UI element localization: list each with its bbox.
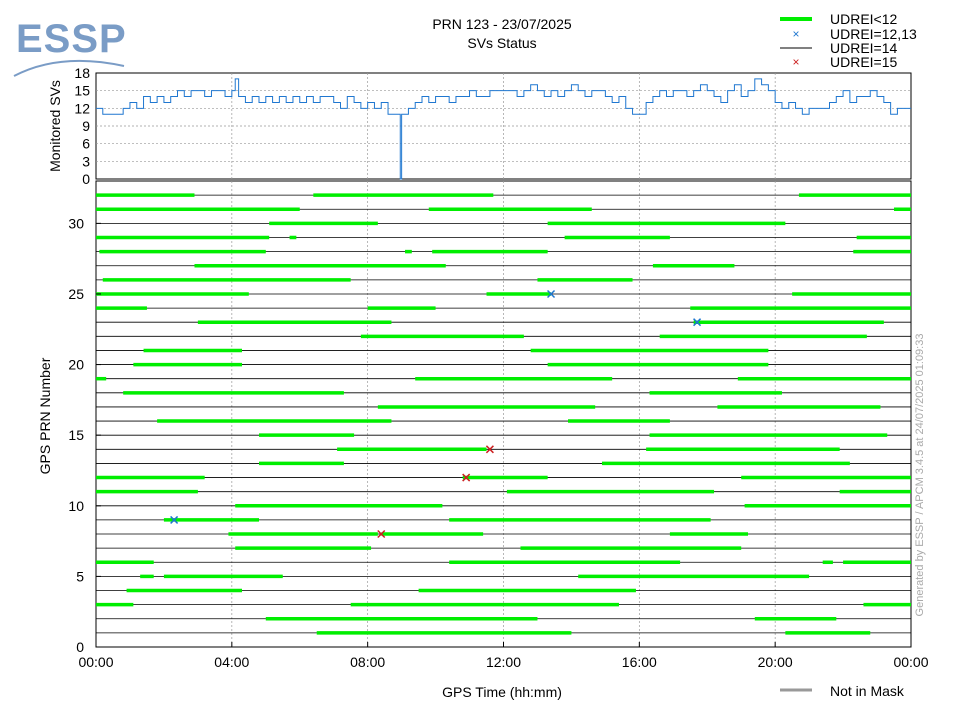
top-y-tick-label: 3 [82,153,90,169]
x-axis-label: GPS Time (hh:mm) [442,684,562,700]
chart-title: PRN 123 - 23/07/2025 [432,16,572,32]
logo-text: ESSP [16,17,127,61]
bottom-y-tick-label: 5 [76,568,84,584]
marker-stroke [462,473,471,482]
x-tick-label: 16:00 [622,654,657,670]
marker-stroke [693,318,702,327]
x-ticks: 00:00 04:00 08:00 12:00 16:00 20:00 00:00 [78,642,929,670]
logo-swoosh [13,59,125,77]
top-y-tick-label: 18 [74,65,90,81]
watermark: Generated by ESSP / APCM 3.4.5 at 24/07/… [914,334,926,617]
legend-udrei-14-label: UDREI=14 [830,40,898,56]
udrei-15-marker [462,473,471,482]
udrei-12-13-marker [547,289,556,299]
bottom-y-axis-label: GPS PRN Number [37,357,53,474]
bottom-y-tick-label: 0 [76,639,84,655]
top-y-tick-label: 6 [82,136,90,152]
x-tick-label: 08:00 [350,654,385,670]
top-y-axis-label: Monitored SVs [47,80,63,172]
udrei-12-13-marker [170,515,179,524]
udrei-12-13-marker [693,318,702,327]
bottom-y-tick-label: 10 [68,498,84,514]
essp-logo: ESSP [13,17,127,77]
prn-status-panel: 0 5 10 15 20 25 30 00:00 04:00 08:00 12:00 16:00 20… [37,180,929,700]
top-y-tick-label: 0 [82,171,90,187]
prn-segments [96,193,911,635]
x-tick-label: 12:00 [486,654,521,670]
legend-udrei-15-swatch: × [792,55,799,69]
prn-markers [170,289,702,539]
marker-stroke [485,445,494,454]
udrei-15-marker [485,445,494,454]
legend-udrei-15-label: UDREI=15 [830,54,898,70]
bottom-y-ticks: 0 5 10 15 20 25 30 [68,215,101,655]
top-y-tick-label: 9 [82,118,90,134]
marker-stroke [170,515,179,524]
monitored-svs-line [96,78,911,180]
marker-stroke [547,289,556,299]
x-tick-label: 00:00 [78,654,113,670]
udrei-15-marker [377,529,386,539]
top-y-tick-label: 15 [74,83,90,99]
legend: UDREI<12 × UDREI=12,13 UDREI=14 × UDREI=… [780,11,917,70]
x-tick-label: 04:00 [214,654,249,670]
legend-udrei-12-13-swatch: × [792,27,799,41]
bottom-y-tick-label: 25 [68,286,84,302]
bottom-y-tick-label: 15 [68,427,84,443]
bottom-grid [231,181,776,647]
chart-subtitle: SVs Status [467,35,536,51]
not-in-mask-label: Not in Mask [830,683,905,699]
legend-udrei-12-13-label: UDREI=12,13 [830,26,917,42]
x-tick-label: 00:00 [893,654,928,670]
legend-udrei-lt12-label: UDREI<12 [830,11,898,27]
marker-stroke [377,529,386,539]
top-grid [96,73,911,179]
bottom-y-tick-label: 30 [68,215,84,231]
bottom-y-tick-label: 20 [68,357,84,373]
top-y-tick-label: 12 [74,100,90,116]
x-tick-label: 20:00 [758,654,793,670]
